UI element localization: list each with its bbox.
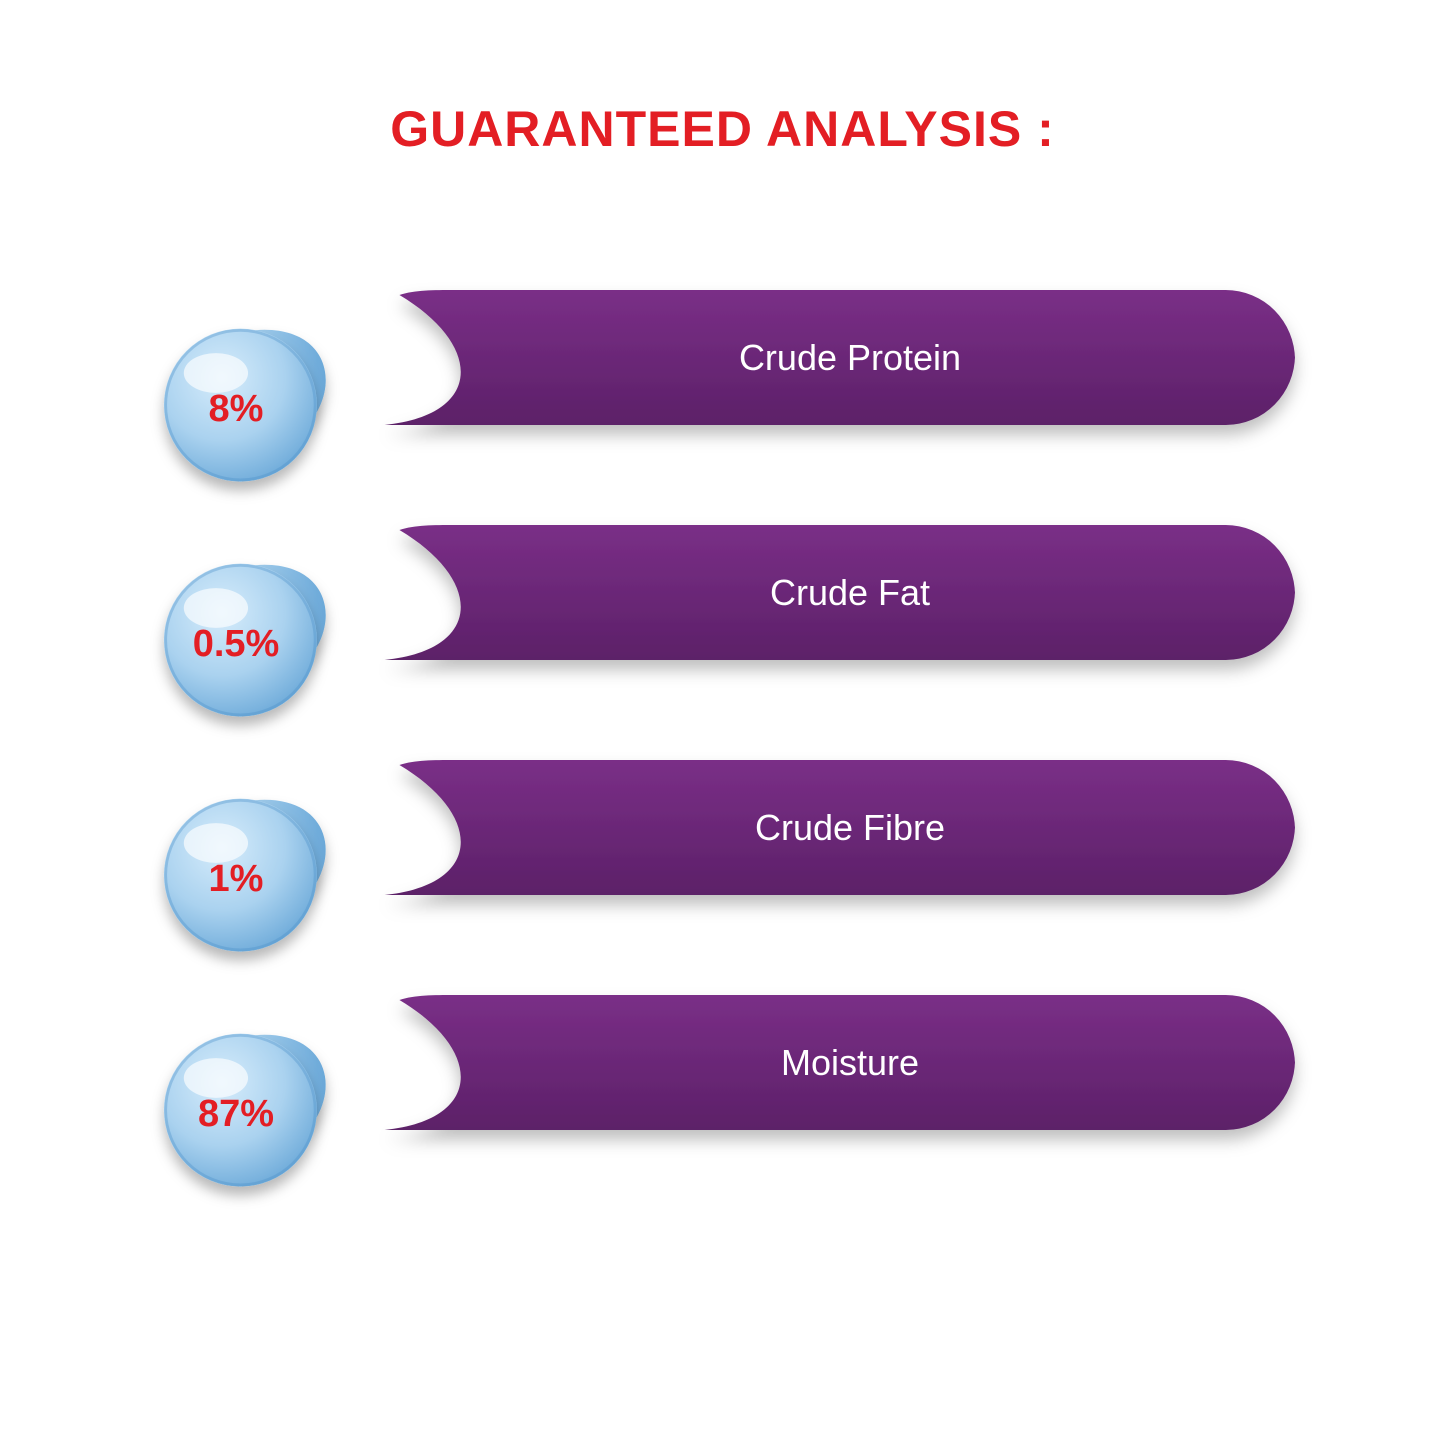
analysis-row: Crude Fat 0.5% [160, 533, 1295, 688]
analysis-row: Moisture 87% [160, 1003, 1295, 1158]
analysis-rows: Crude Protein 8% Crude Fat [150, 298, 1295, 1158]
percentage-value: 0.5% [152, 623, 320, 666]
analysis-row: Crude Fibre 1% [160, 768, 1295, 923]
drop-icon: 8% [152, 316, 372, 496]
analysis-bar: Crude Protein [345, 290, 1295, 425]
analysis-label: Crude Fat [710, 572, 930, 614]
percentage-value: 87% [152, 1093, 320, 1136]
analysis-bar: Crude Fat [345, 525, 1295, 660]
percentage-value: 8% [152, 388, 320, 431]
drop-icon: 1% [152, 786, 372, 966]
analysis-bar: Crude Fibre [345, 760, 1295, 895]
page-title: GUARANTEED ANALYSIS : [150, 100, 1295, 158]
drop-icon: 0.5% [152, 551, 372, 731]
percentage-value: 1% [152, 858, 320, 901]
analysis-bar: Moisture [345, 995, 1295, 1130]
analysis-label: Crude Protein [679, 337, 961, 379]
drop-icon: 87% [152, 1021, 372, 1201]
analysis-label: Moisture [721, 1042, 919, 1084]
analysis-row: Crude Protein 8% [160, 298, 1295, 453]
analysis-label: Crude Fibre [695, 807, 945, 849]
infographic-container: GUARANTEED ANALYSIS : Crude Protein 8% [0, 0, 1445, 1440]
